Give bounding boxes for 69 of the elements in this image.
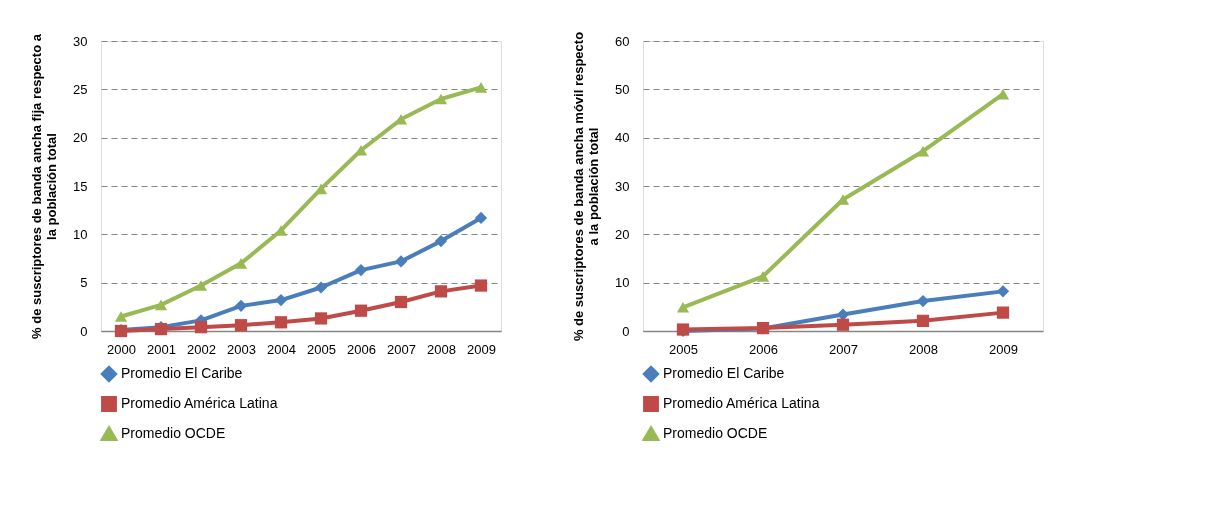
y-axis-title: % de suscriptores de banda ancha móvil respecto a la población total: [571, 31, 602, 342]
x-tick-label: 2007: [829, 341, 858, 357]
legend-label: Promedio América Latina: [663, 395, 820, 411]
point: [474, 279, 488, 292]
point: [434, 234, 448, 248]
x-tick-label: 2000: [107, 341, 136, 357]
point: [274, 293, 288, 307]
y-tick-label: 25: [73, 81, 88, 97]
x-tick-label: 2006: [347, 341, 376, 357]
point: [314, 281, 328, 294]
y-tick-label: 20: [615, 226, 630, 242]
point: [916, 294, 930, 308]
point: [474, 211, 488, 225]
legend-label: Promedio OCDE: [121, 425, 226, 441]
x-tick-label: 2008: [909, 341, 938, 357]
point: [274, 316, 288, 329]
point: [234, 319, 248, 332]
point: [434, 285, 448, 298]
point: [314, 183, 328, 195]
x-tick-label: 2005: [669, 341, 698, 357]
point: [114, 311, 128, 322]
x-tick-label: 2008: [427, 341, 456, 357]
x-tick-label: 2009: [467, 341, 496, 357]
x-tick-label: 2007: [387, 341, 416, 357]
y-tick-label: 0: [622, 323, 630, 339]
point: [234, 299, 248, 312]
point: [836, 308, 850, 321]
x-tick-label: 2001: [147, 341, 176, 357]
y-tick-label: 60: [615, 33, 630, 49]
point: [234, 258, 248, 269]
point: [194, 321, 208, 334]
y-tick-label: 30: [73, 33, 88, 49]
y-axis-title: % de suscriptores de banda ancha fija respecto a la población total: [29, 33, 60, 339]
point: [354, 263, 368, 277]
point: [434, 93, 448, 105]
legend-label: Promedio América Latina: [121, 395, 278, 411]
y-tick-label: 50: [615, 81, 630, 97]
point: [996, 285, 1010, 298]
x-tick-label: 2004: [267, 341, 296, 357]
y-tick-label: 20: [73, 130, 88, 146]
point: [394, 255, 408, 268]
point: [916, 145, 930, 157]
point: [996, 306, 1010, 319]
point: [756, 271, 770, 282]
point: [836, 318, 850, 331]
y-tick-label: 10: [615, 275, 630, 291]
point: [354, 304, 368, 317]
point: [154, 299, 168, 311]
x-tick-label: 2005: [307, 341, 336, 357]
point: [916, 314, 930, 327]
legend-label: Promedio OCDE: [663, 425, 768, 441]
y-tick-label: 15: [73, 178, 88, 194]
y-tick-label: 30: [615, 178, 630, 194]
x-tick-label: 2002: [187, 341, 216, 357]
point: [194, 280, 208, 291]
x-tick-label: 2003: [227, 341, 256, 357]
point: [394, 295, 408, 309]
y-tick-label: 40: [615, 130, 630, 146]
point: [314, 312, 328, 325]
x-tick-label: 2006: [749, 341, 778, 357]
legend-label: Promedio El Caribe: [121, 365, 243, 381]
point: [676, 302, 690, 313]
point: [996, 88, 1010, 100]
y-tick-label: 5: [80, 275, 88, 291]
legend-label: Promedio El Caribe: [663, 365, 785, 381]
y-tick-label: 10: [73, 226, 88, 242]
point: [474, 82, 488, 93]
x-tick-label: 2009: [989, 341, 1018, 357]
y-tick-label: 0: [80, 323, 88, 339]
